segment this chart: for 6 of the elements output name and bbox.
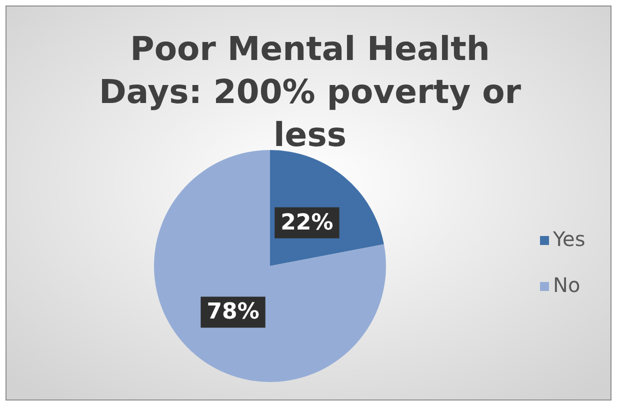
data-label: 78% bbox=[206, 300, 260, 325]
chart-title: Poor Mental Health Days: 200% poverty or less bbox=[98, 29, 522, 154]
legend-label: Yes bbox=[552, 227, 586, 251]
pie-slice bbox=[154, 150, 386, 382]
data-label: 22% bbox=[280, 210, 334, 236]
legend-label: No bbox=[553, 273, 580, 297]
